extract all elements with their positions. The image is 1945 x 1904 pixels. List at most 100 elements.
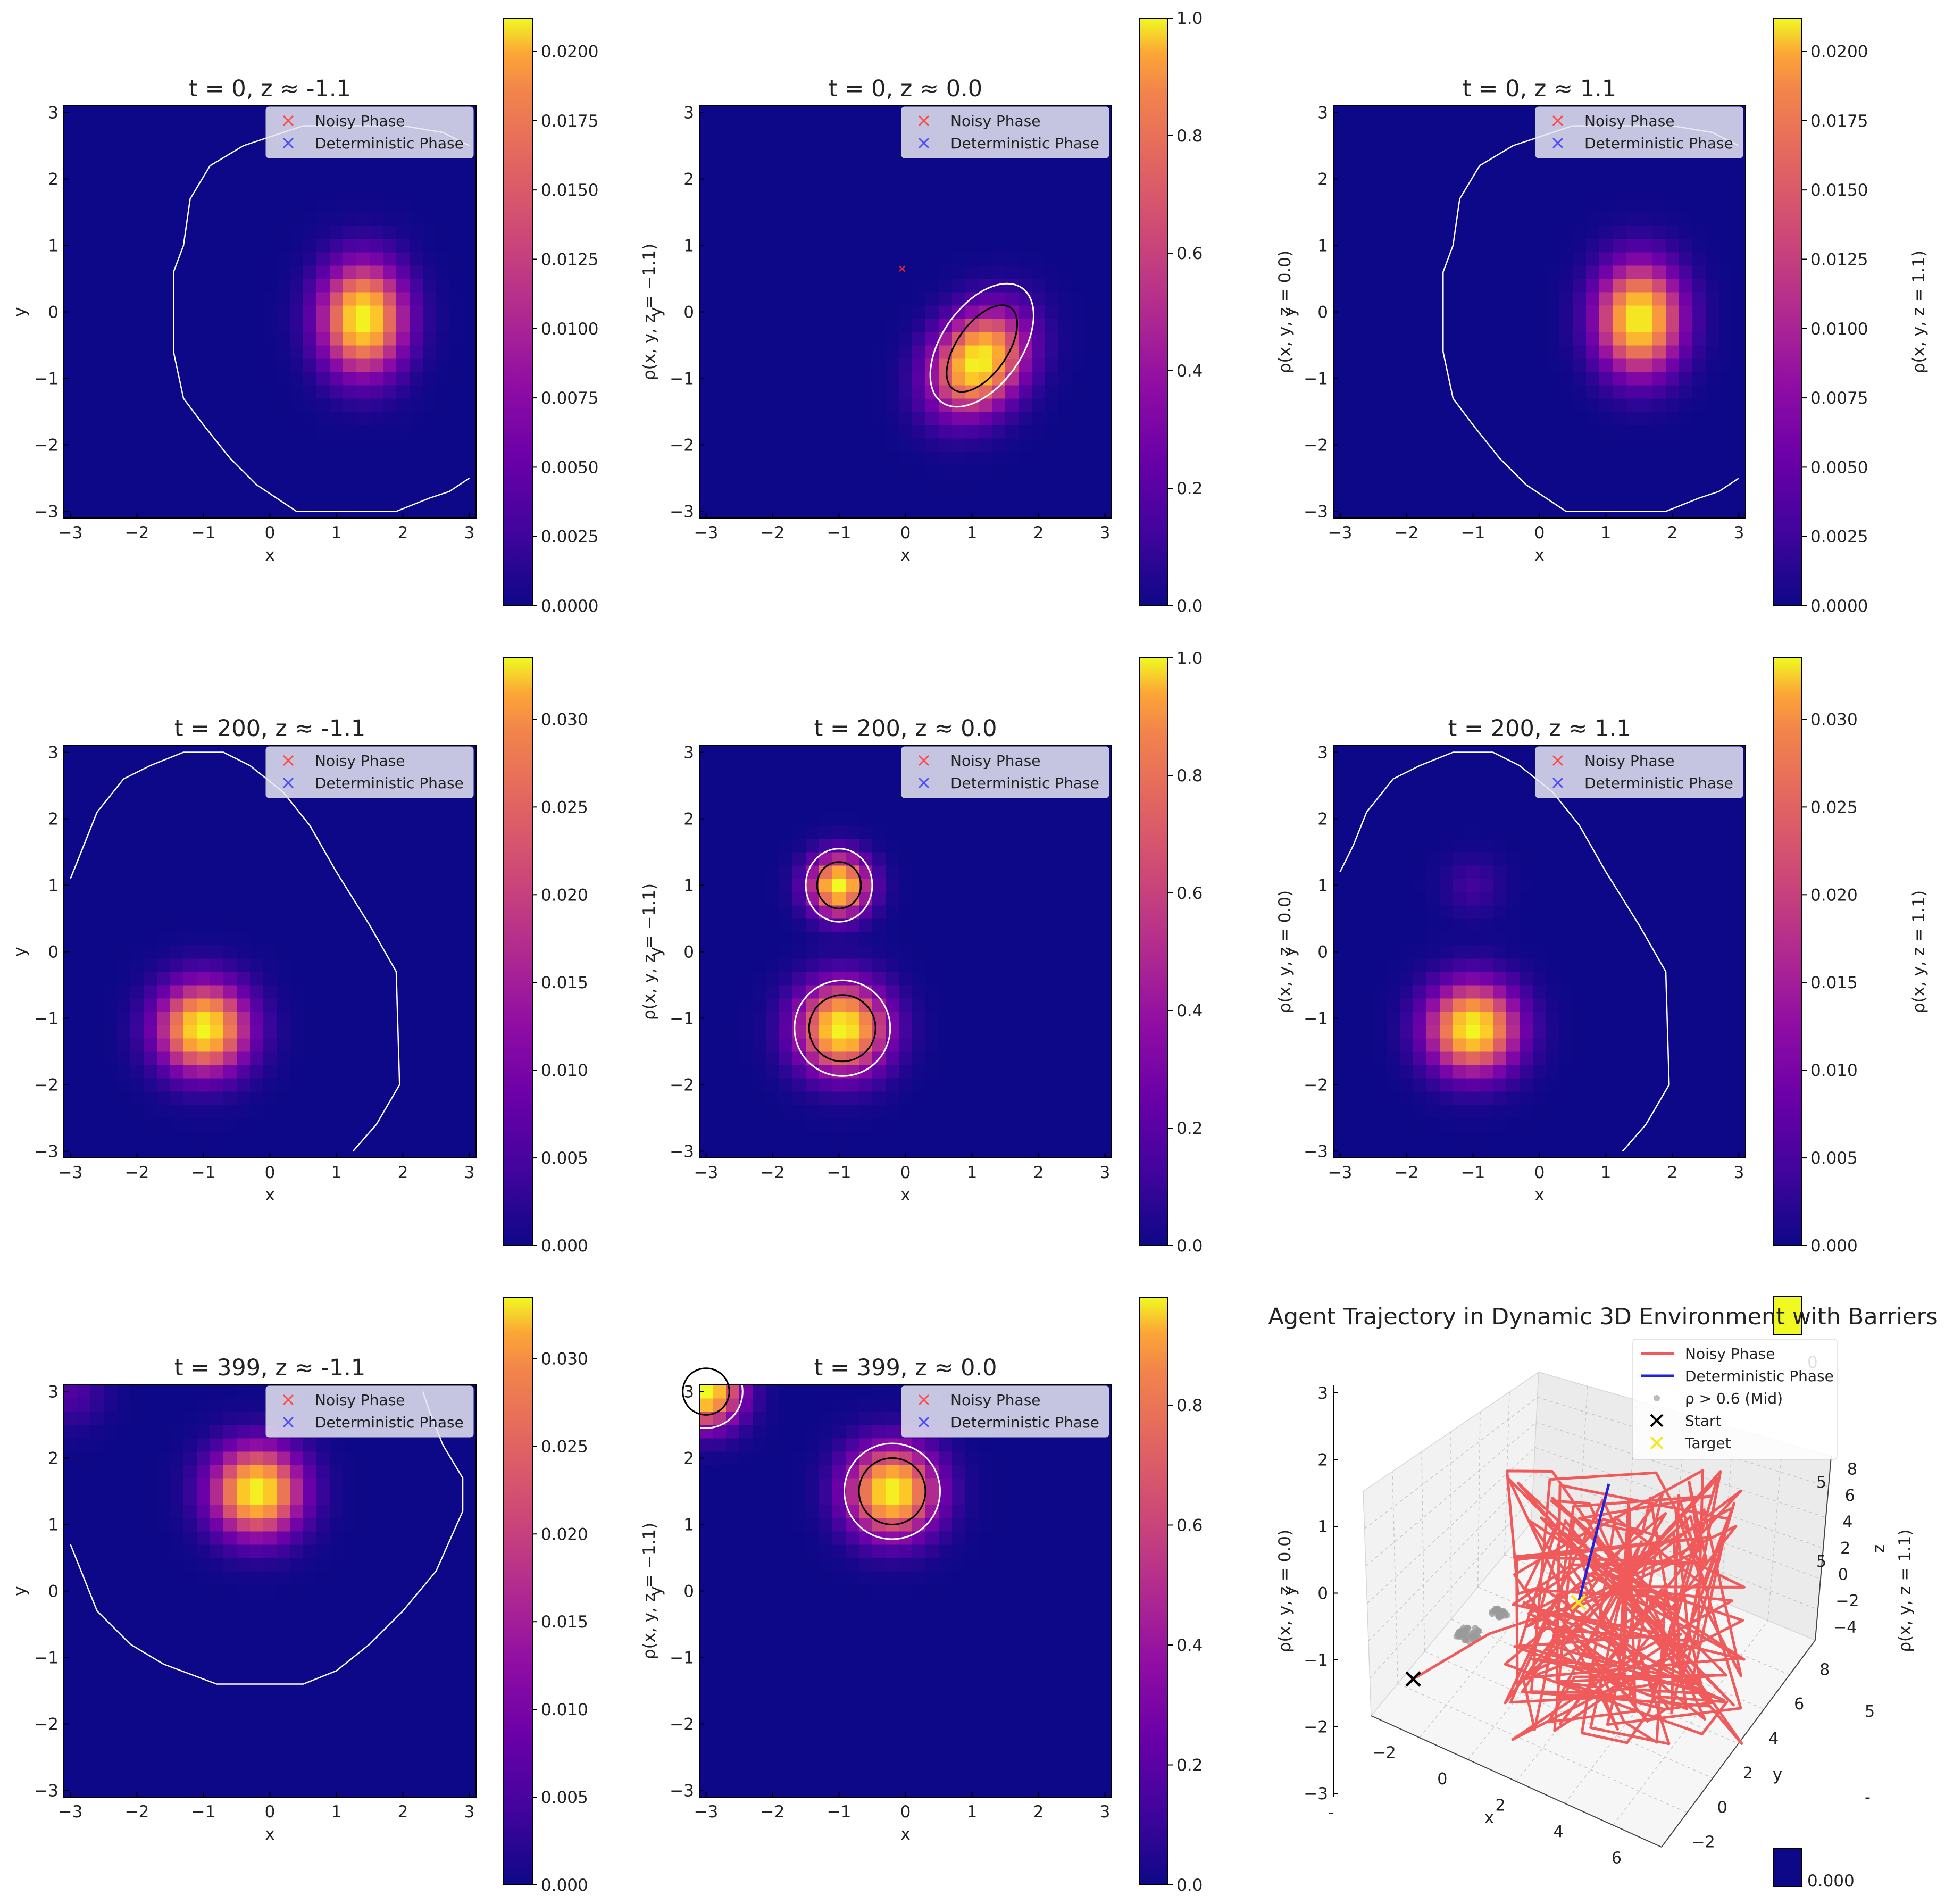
heatmap-cell [383,491,397,505]
heatmap-cell [1045,1118,1059,1132]
heatmap-cell [263,332,277,346]
heatmap-cell [1652,172,1666,186]
heatmap-cell [90,465,104,479]
heatmap-cell [1045,332,1059,346]
heatmap-cell [1586,398,1600,412]
heatmap-cell [210,265,224,279]
heatmap-cell [90,358,104,372]
heatmap-cell [183,998,197,1012]
heatmap-cell [1005,438,1019,452]
heatmap-cell [210,1131,224,1145]
heatmap-cell [1072,505,1086,519]
heatmap-cell [1058,905,1072,919]
heatmap-cell [144,958,157,972]
heatmap-cell [872,305,886,319]
heatmap-cell [952,1012,966,1025]
heatmap-cell [1085,438,1099,452]
heatmap-cell [290,186,304,199]
heatmap-cell [1058,478,1072,492]
heatmap-cell [1480,452,1493,465]
heatmap-cell [237,239,251,253]
heatmap-cell [210,932,224,946]
heatmap-cell [1506,292,1520,306]
heatmap-cell [117,438,131,452]
heatmap-cell [832,159,846,173]
heatmap-cell [779,159,793,173]
heatmap-cell [766,985,780,999]
heatmap-cell [992,505,1006,519]
heatmap-cell [1360,279,1374,293]
legend-label: Deterministic Phase [315,135,464,152]
heatmap-cell [144,239,157,253]
heatmap-cell [1520,186,1533,199]
heatmap-cell [979,345,992,359]
x-tick-label: −3 [59,523,83,542]
heatmap-cell [463,1105,477,1118]
heatmap-cell [1586,412,1600,425]
heatmap-cell [144,1012,157,1025]
heatmap-cell [819,239,833,253]
heatmap-cell [383,372,397,386]
heatmap-cell [183,1105,197,1118]
heatmap-cell [1005,159,1019,173]
x-tick-label: −1 [827,523,852,542]
heatmap-cell [197,252,211,266]
heatmap-cell [713,292,727,306]
heatmap-cell [979,226,992,239]
heatmap-cell [1387,199,1400,213]
heatmap-cell [1032,1078,1046,1092]
heatmap-cell [1373,239,1387,253]
heatmap-cell [739,252,753,266]
heatmap-cell [117,958,131,972]
heatmap-cell [90,1105,104,1118]
heatmap-cell [1480,465,1493,479]
heatmap-cell [1333,319,1347,332]
heatmap-cell [1058,199,1072,213]
heatmap-cell [90,1131,104,1145]
heatmap-cell [104,412,118,425]
heatmap-cell [1360,159,1374,173]
heatmap-cell [343,905,357,919]
heatmap-cell [1533,239,1547,253]
heatmap-cell [197,1012,211,1025]
heatmap-cell [1493,212,1507,226]
heatmap-cell [277,505,290,519]
heatmap-cell [130,1038,144,1052]
colorbar-tick-label: 0.0200 [1810,43,1868,62]
heatmap-cell [104,1131,118,1145]
heatmap-cell [1347,358,1360,372]
heatmap-cell [726,385,740,399]
heatmap-cell [1706,305,1719,319]
heatmap-cell [237,905,251,919]
heatmap-cell [290,159,304,173]
heatmap-cell [1732,159,1746,173]
heatmap-cell [1333,226,1347,239]
heatmap-cell [912,425,926,439]
heatmap-cell [1019,799,1032,813]
heatmap-cell [356,958,370,972]
heatmap-cell [237,998,251,1012]
heatmap-cell [1453,305,1467,319]
heatmap-cell [806,759,820,773]
heatmap-cell [90,372,104,386]
heatmap-cell [939,358,953,372]
heatmap-cell [1413,172,1427,186]
x-tick-label: 0 [265,1163,276,1182]
heatmap-cell [1493,265,1507,279]
heatmap-cell [343,1118,357,1132]
heatmap-cell [1360,505,1374,519]
heatmap-cell [792,305,806,319]
heatmap-cell [779,1012,793,1025]
heatmap-cell [277,932,290,946]
heatmap-cell [157,958,171,972]
heatmap-cell [423,372,437,386]
heatmap-cell [1373,292,1387,306]
heatmap-cell [263,292,277,306]
heatmap-cell [979,958,992,972]
heatmap-cell [726,918,740,932]
heatmap-cell [1666,292,1680,306]
heatmap-cell [739,385,753,399]
heatmap-cell [290,1065,304,1079]
heatmap-cell [1400,252,1414,266]
heatmap-cell [330,465,344,479]
